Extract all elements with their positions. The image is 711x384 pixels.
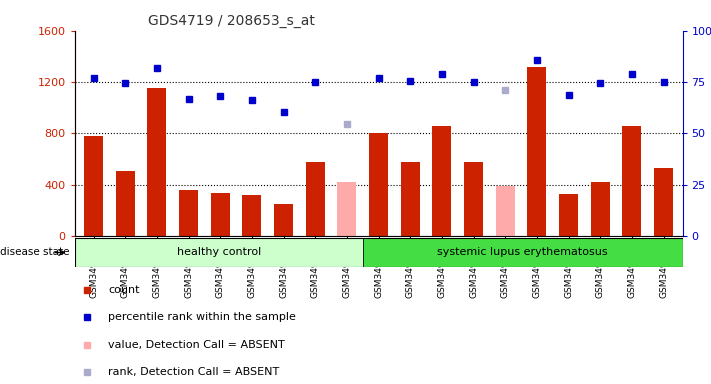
Bar [147,88,166,236]
Bar [369,134,388,236]
Bar [242,195,262,236]
Bar [401,162,419,236]
Bar [116,170,135,236]
Text: disease state: disease state [0,247,70,258]
Bar [306,162,325,236]
Bar [179,190,198,236]
Text: rank, Detection Call = ABSENT: rank, Detection Call = ABSENT [108,367,279,377]
Bar [464,162,483,236]
Bar [622,126,641,236]
Bar [75,238,363,267]
Bar [210,192,230,236]
Text: percentile rank within the sample: percentile rank within the sample [108,312,296,322]
Bar [338,182,356,236]
Bar [363,238,683,267]
Text: GDS4719 / 208653_s_at: GDS4719 / 208653_s_at [148,14,314,28]
Bar [84,136,103,236]
Bar [432,126,451,236]
Bar [654,168,673,236]
Text: count: count [108,285,139,295]
Bar [496,186,515,236]
Text: value, Detection Call = ABSENT: value, Detection Call = ABSENT [108,340,285,350]
Bar [528,67,547,236]
Text: healthy control: healthy control [176,247,261,258]
Bar [591,182,610,236]
Bar [274,204,293,236]
Text: systemic lupus erythematosus: systemic lupus erythematosus [437,247,608,258]
Bar [559,194,578,236]
